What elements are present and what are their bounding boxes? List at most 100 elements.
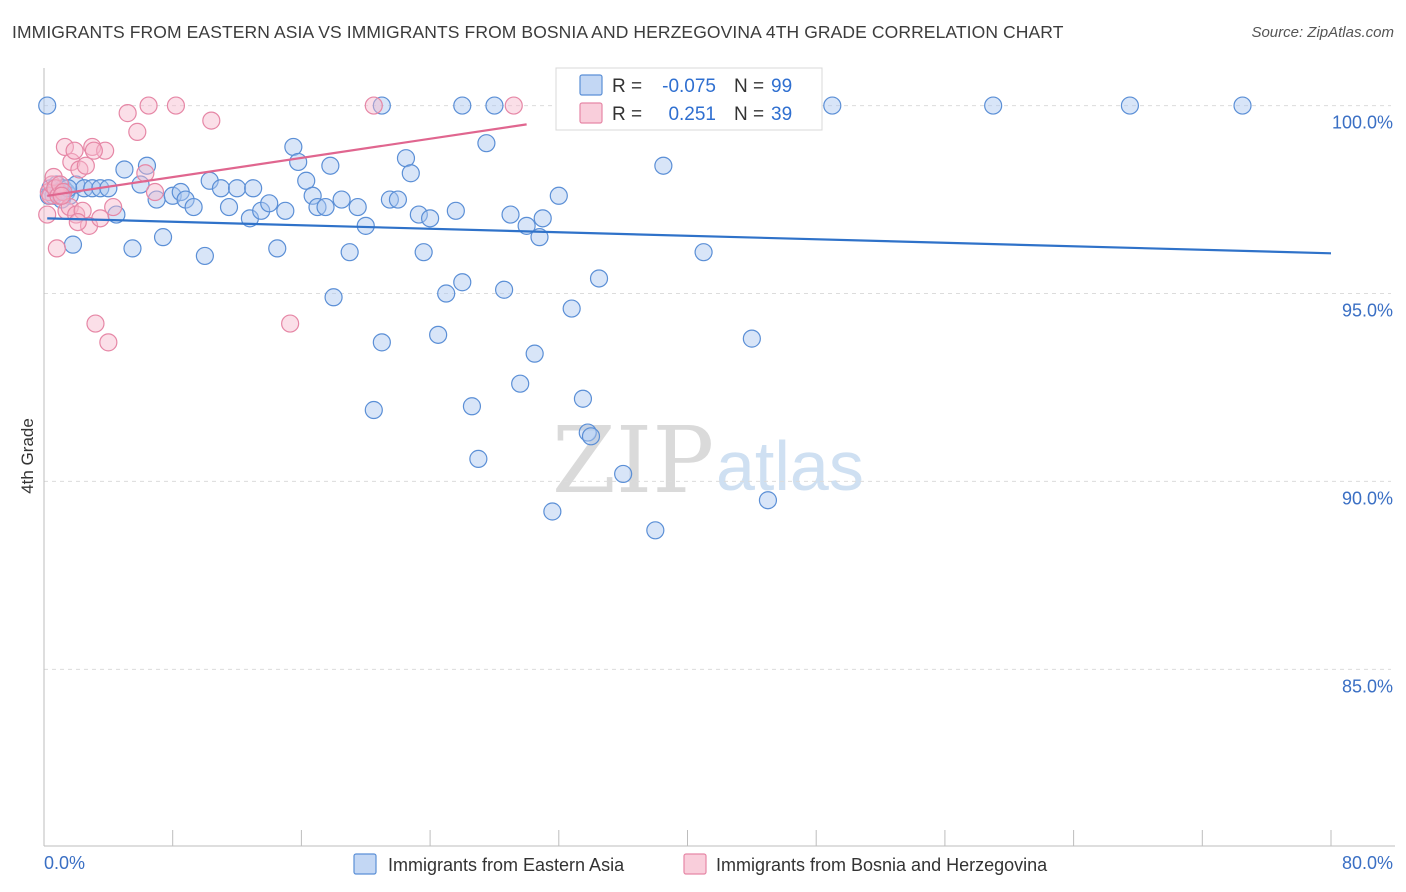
trend-lines	[47, 123, 1332, 255]
data-point-eastern-asia	[477, 134, 496, 153]
data-point-eastern-asia	[276, 201, 295, 220]
data-point-eastern-asia	[289, 152, 308, 172]
data-point-bosnia	[47, 239, 66, 258]
stats-n-label-blue: N =	[734, 76, 764, 97]
y-tick-label: 85.0%	[1342, 676, 1393, 696]
data-point-eastern-asia	[211, 179, 231, 198]
data-point-eastern-asia	[589, 269, 609, 288]
y-tick-labels: 100.0% 95.0% 90.0% 85.0%	[1332, 113, 1393, 697]
data-point-bosnia	[38, 205, 57, 224]
data-point-bosnia	[86, 314, 105, 333]
data-point-eastern-asia	[268, 239, 287, 258]
data-point-eastern-asia	[409, 205, 428, 224]
legend-swatch-eastern-asia	[353, 853, 377, 875]
trend-line-bosnia	[47, 123, 527, 197]
data-point-eastern-asia	[388, 190, 408, 209]
y-tick-label: 90.0%	[1342, 488, 1393, 508]
stats-n-value-pink: 39	[771, 104, 792, 125]
data-point-eastern-asia	[63, 235, 83, 254]
data-point-eastern-asia	[316, 197, 335, 217]
data-point-eastern-asia	[1233, 96, 1252, 115]
data-point-eastern-asia	[543, 502, 562, 521]
data-point-bosnia	[202, 111, 221, 130]
data-point-eastern-asia	[332, 190, 351, 209]
data-point-bosnia	[145, 182, 165, 202]
data-point-bosnia	[44, 167, 63, 187]
data-point-eastern-asia	[153, 228, 173, 247]
data-point-eastern-asia	[758, 491, 778, 510]
watermark-zip: ZIP	[552, 407, 714, 514]
data-point-bosnia	[91, 209, 110, 228]
y-axis-title: 4th Grade	[18, 418, 37, 494]
data-point-eastern-asia	[469, 449, 488, 468]
data-point-eastern-asia	[244, 179, 263, 198]
data-point-eastern-asia	[137, 156, 157, 175]
data-point-eastern-asia	[453, 273, 472, 292]
data-point-eastern-asia	[38, 96, 57, 115]
data-point-eastern-asia	[646, 521, 665, 540]
data-point-bosnia	[118, 104, 137, 123]
legend-label-bosnia: Immigrants from Bosnia and Herzegovina	[716, 855, 1048, 875]
y-tick-label: 95.0%	[1342, 301, 1393, 321]
data-point-eastern-asia	[562, 299, 581, 318]
watermark-atlas: atlas	[716, 427, 864, 505]
data-point-eastern-asia	[195, 246, 214, 266]
chart-title: IMMIGRANTS FROM EASTERN ASIA VS IMMIGRAN…	[12, 22, 1064, 42]
data-point-eastern-asia	[485, 96, 504, 115]
data-point-eastern-asia	[742, 329, 761, 348]
y-tick-label: 100.0%	[1332, 113, 1393, 133]
legend: Immigrants from Eastern Asia Immigrants …	[353, 853, 1048, 875]
stats-n-value-blue: 99	[771, 76, 792, 97]
trend-line-eastern-asia	[47, 217, 1332, 255]
data-point-eastern-asia	[219, 197, 239, 217]
data-point-eastern-asia	[1120, 96, 1140, 115]
data-point-eastern-asia	[260, 194, 279, 213]
data-point-eastern-asia	[372, 333, 391, 352]
stats-box: R = -0.075 N = 99 R = 0.251 N = 39	[555, 67, 823, 131]
data-point-eastern-asia	[581, 427, 601, 446]
stats-n-label-pink: N =	[734, 104, 764, 125]
watermark: ZIP atlas	[552, 407, 864, 514]
data-point-bosnia	[76, 156, 95, 175]
data-point-bosnia	[55, 137, 75, 157]
data-point-eastern-asia	[401, 164, 420, 183]
stats-r-value-pink: 0.251	[668, 104, 716, 125]
data-point-eastern-asia	[364, 400, 383, 420]
data-point-bosnia	[128, 122, 147, 141]
stats-swatch-pink	[579, 102, 603, 124]
legend-label-eastern-asia: Immigrants from Eastern Asia	[388, 855, 625, 875]
data-point-bosnia	[281, 314, 300, 333]
source-credit: Source: ZipAtlas.com	[1251, 24, 1394, 41]
data-point-eastern-asia	[437, 284, 456, 303]
data-point-bosnia	[84, 141, 103, 160]
data-point-eastern-asia	[823, 96, 842, 115]
data-point-eastern-asia	[396, 149, 416, 168]
data-point-eastern-asia	[462, 397, 482, 416]
stats-r-value-blue: -0.075	[662, 76, 716, 97]
data-point-eastern-asia	[525, 344, 544, 363]
data-point-eastern-asia	[227, 179, 247, 198]
axes	[43, 68, 1395, 847]
stats-r-label-blue: R =	[612, 76, 642, 97]
data-point-bosnia	[68, 212, 87, 232]
data-point-eastern-asia	[297, 171, 316, 190]
data-point-eastern-asia	[501, 205, 520, 224]
data-point-eastern-asia	[421, 209, 440, 228]
x-tick-label-max: 80.0%	[1342, 853, 1393, 873]
data-point-eastern-asia	[511, 374, 530, 393]
data-point-eastern-asia	[321, 156, 340, 175]
data-point-eastern-asia	[495, 280, 514, 299]
data-point-eastern-asia	[340, 243, 359, 262]
data-point-eastern-asia	[549, 186, 568, 205]
data-point-bosnia	[65, 141, 84, 160]
legend-swatch-bosnia	[683, 853, 707, 875]
data-point-bosnia	[139, 96, 158, 115]
data-point-eastern-asia	[303, 186, 322, 205]
data-point-eastern-asia	[324, 288, 343, 307]
x-tick-label-min: 0.0%	[44, 853, 85, 873]
data-point-eastern-asia	[614, 464, 633, 484]
data-point-eastern-asia	[429, 325, 448, 344]
data-point-eastern-asia	[446, 201, 465, 220]
data-point-bosnia	[52, 186, 71, 205]
